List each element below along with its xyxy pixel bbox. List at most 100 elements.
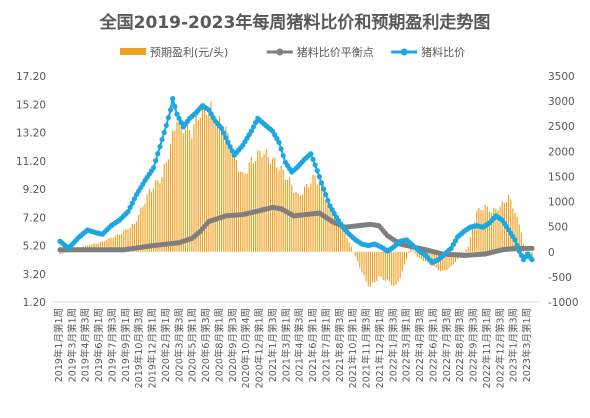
profit-bar: [471, 229, 474, 252]
ratio-point: [221, 130, 227, 136]
legend-item: 预期盈利(元/头): [120, 46, 228, 59]
ratio-point: [516, 248, 522, 254]
profit-bar: [150, 191, 153, 252]
profit-bar: [401, 251, 403, 272]
legend-label: 猪料比价: [421, 45, 465, 59]
x-tick-label: 2022年9月第3周: [468, 308, 480, 382]
profit-bar: [391, 251, 393, 286]
profit-bar: [263, 153, 265, 252]
profit-bar: [116, 234, 118, 252]
profit-bar: [299, 195, 301, 252]
profit-bar: [295, 192, 297, 252]
profit-bar: [118, 234, 121, 252]
profit-bar: [369, 251, 371, 287]
left-axis-tick: 5.20: [23, 241, 46, 253]
x-tick-label: 2021年4月第3周: [294, 308, 306, 382]
profit-bar: [189, 130, 191, 252]
ratio-point: [223, 135, 229, 141]
profit-bar: [248, 162, 250, 252]
profit-bar: [231, 153, 233, 252]
profit-bar: [250, 157, 252, 252]
profit-bar: [512, 208, 514, 252]
left-axis-tick: 7.20: [23, 212, 46, 224]
profit-bar: [499, 206, 501, 252]
profit-bar: [354, 251, 357, 257]
profit-bar: [144, 203, 146, 252]
profit-bar: [157, 180, 159, 252]
profit-bar: [163, 163, 165, 252]
x-tick-label: 2020年2月第1周: [160, 308, 172, 382]
profit-bar: [274, 157, 276, 252]
profit-bar: [384, 251, 386, 281]
ratio-point: [227, 144, 233, 150]
profit-bar: [493, 208, 495, 252]
ratio-point: [155, 151, 161, 157]
right-axis-tick: 2500: [548, 121, 575, 133]
profit-bar: [240, 171, 242, 252]
ratio-point: [331, 210, 337, 217]
x-tick-label: 2023年3月第1周: [521, 308, 533, 382]
profit-bar: [350, 246, 352, 252]
profit-bar: [342, 230, 344, 252]
ratio-point: [250, 124, 257, 130]
x-tick-label: 2022年3月第1周: [401, 308, 413, 382]
profit-bar: [414, 251, 416, 254]
ratio-point: [161, 129, 167, 136]
profit-bar: [323, 192, 325, 252]
x-tick-label: 2019年3月第1周: [66, 308, 78, 382]
ratio-point: [270, 128, 276, 134]
x-tick-label: 2020年6月第3周: [200, 308, 212, 382]
profit-bar: [199, 117, 201, 252]
profit-bar: [212, 112, 214, 252]
ratio-point: [174, 111, 180, 117]
x-tick-label: 2022年4月第3周: [414, 308, 426, 382]
profit-bar: [333, 216, 335, 252]
profit-bar: [316, 184, 318, 252]
profit-bar: [214, 125, 216, 252]
profit-bar: [348, 242, 350, 252]
profit-bar: [172, 130, 174, 252]
profit-bar: [476, 211, 478, 252]
profit-bar: [337, 222, 340, 252]
profit-bar: [388, 251, 391, 282]
profit-bar: [255, 160, 257, 252]
ratio-point: [329, 207, 335, 213]
profit-bar: [146, 194, 148, 252]
profit-bar: [380, 251, 382, 277]
profit-bar: [133, 223, 135, 252]
profit-bar: [495, 208, 497, 252]
x-tick-label: 2019年12月第1周: [147, 308, 159, 388]
profit-bar: [267, 156, 269, 252]
profit-bar: [448, 251, 450, 269]
ratio-point: [316, 174, 322, 180]
profit-bar: [405, 251, 408, 260]
profit-bar: [363, 251, 365, 276]
x-tick-label: 2021年12月第1周: [374, 308, 386, 388]
ratio-line: [57, 96, 535, 266]
x-tick-label: 2022年12月第3周: [494, 308, 506, 388]
profit-bar: [399, 251, 401, 279]
profit-bar: [467, 246, 469, 252]
legend-item: 猪料比价平衡点: [266, 45, 374, 59]
profit-bar: [221, 129, 223, 252]
profit-bar: [444, 251, 446, 271]
x-tick-label: 2021年8月第3周: [334, 308, 346, 382]
ratio-point: [176, 115, 182, 121]
left-axis-tick: 9.20: [23, 184, 46, 196]
profit-bar: [125, 229, 127, 252]
profit-bar: [446, 251, 448, 271]
ratio-point: [314, 168, 320, 174]
profit-bar: [131, 224, 133, 252]
profit-bar: [155, 180, 157, 252]
profit-bar: [297, 193, 299, 252]
profit-bar: [235, 159, 238, 252]
profit-bar: [403, 251, 406, 265]
right-axis-tick: 1500: [548, 171, 575, 183]
profit-bar: [293, 192, 295, 252]
ratio-point: [274, 136, 280, 142]
chart-title: 全国2019-2023年每周猪料比价和预期盈利走势图: [99, 12, 491, 33]
profit-bar: [165, 162, 167, 252]
profit-bar: [420, 251, 423, 260]
profit-bar: [201, 103, 204, 252]
